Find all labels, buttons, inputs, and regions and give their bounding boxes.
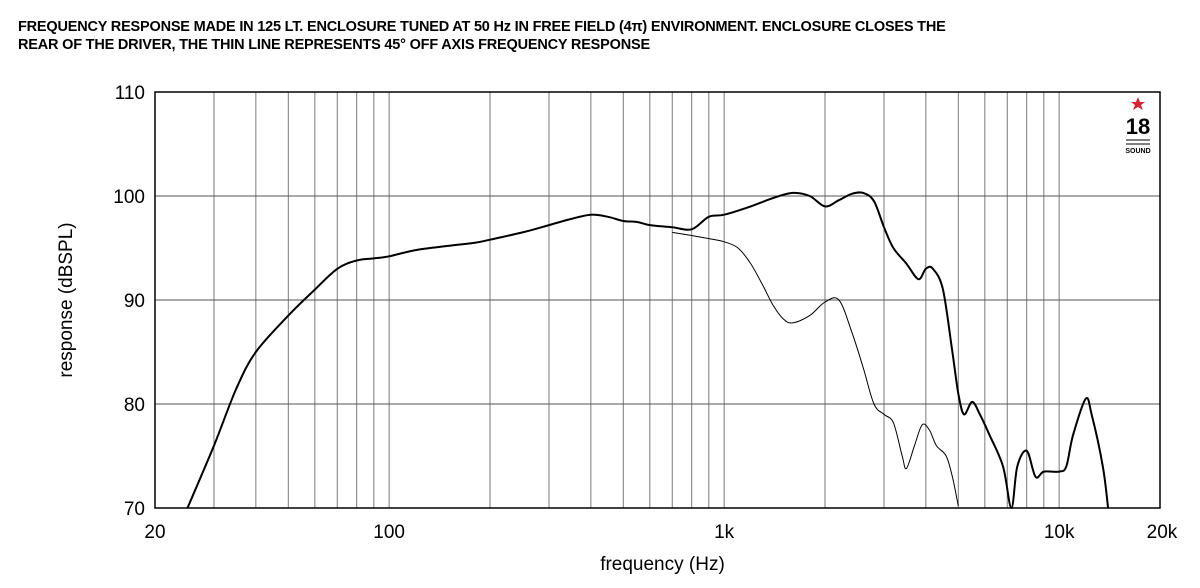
chart-title-line-2: REAR OF THE DRIVER, THE THIN LINE REPRES…: [18, 37, 650, 53]
y-tick-label: 110: [115, 83, 145, 104]
brand-logo: 18 SOUND: [1125, 97, 1151, 155]
x-axis-label: frequency (Hz): [600, 554, 725, 575]
chart-title: FREQUENCY RESPONSE MADE IN 125 LT. ENCLO…: [18, 18, 1188, 54]
off-axis-45-response-line: [672, 231, 959, 507]
logo-number: 18: [1126, 114, 1150, 139]
on-axis-response-line: [186, 191, 1110, 509]
y-axis-label: response (dBSPL): [56, 222, 77, 377]
logo-caption: SOUND: [1125, 148, 1150, 155]
x-tick-label: 10k: [1044, 522, 1075, 543]
y-tick-label: 100: [113, 187, 145, 208]
y-tick-labels: 70 80 90 100 110: [113, 83, 145, 520]
horizontal-gridlines: [155, 91, 1160, 509]
y-tick-label: 70: [124, 499, 145, 520]
star-icon: [1131, 97, 1145, 110]
chart-title-line-1: FREQUENCY RESPONSE MADE IN 125 LT. ENCLO…: [18, 19, 946, 35]
x-tick-label: 20: [144, 522, 165, 543]
y-tick-label: 80: [124, 395, 145, 416]
x-tick-label: 1k: [714, 522, 735, 543]
x-tick-labels: 20 100 1k 10k 20k: [144, 522, 1177, 543]
x-tick-label: 20k: [1147, 522, 1178, 543]
curves: [186, 191, 1110, 509]
x-tick-label: 100: [373, 522, 405, 543]
plot-frame: [154, 91, 1161, 509]
y-tick-label: 90: [124, 291, 145, 312]
